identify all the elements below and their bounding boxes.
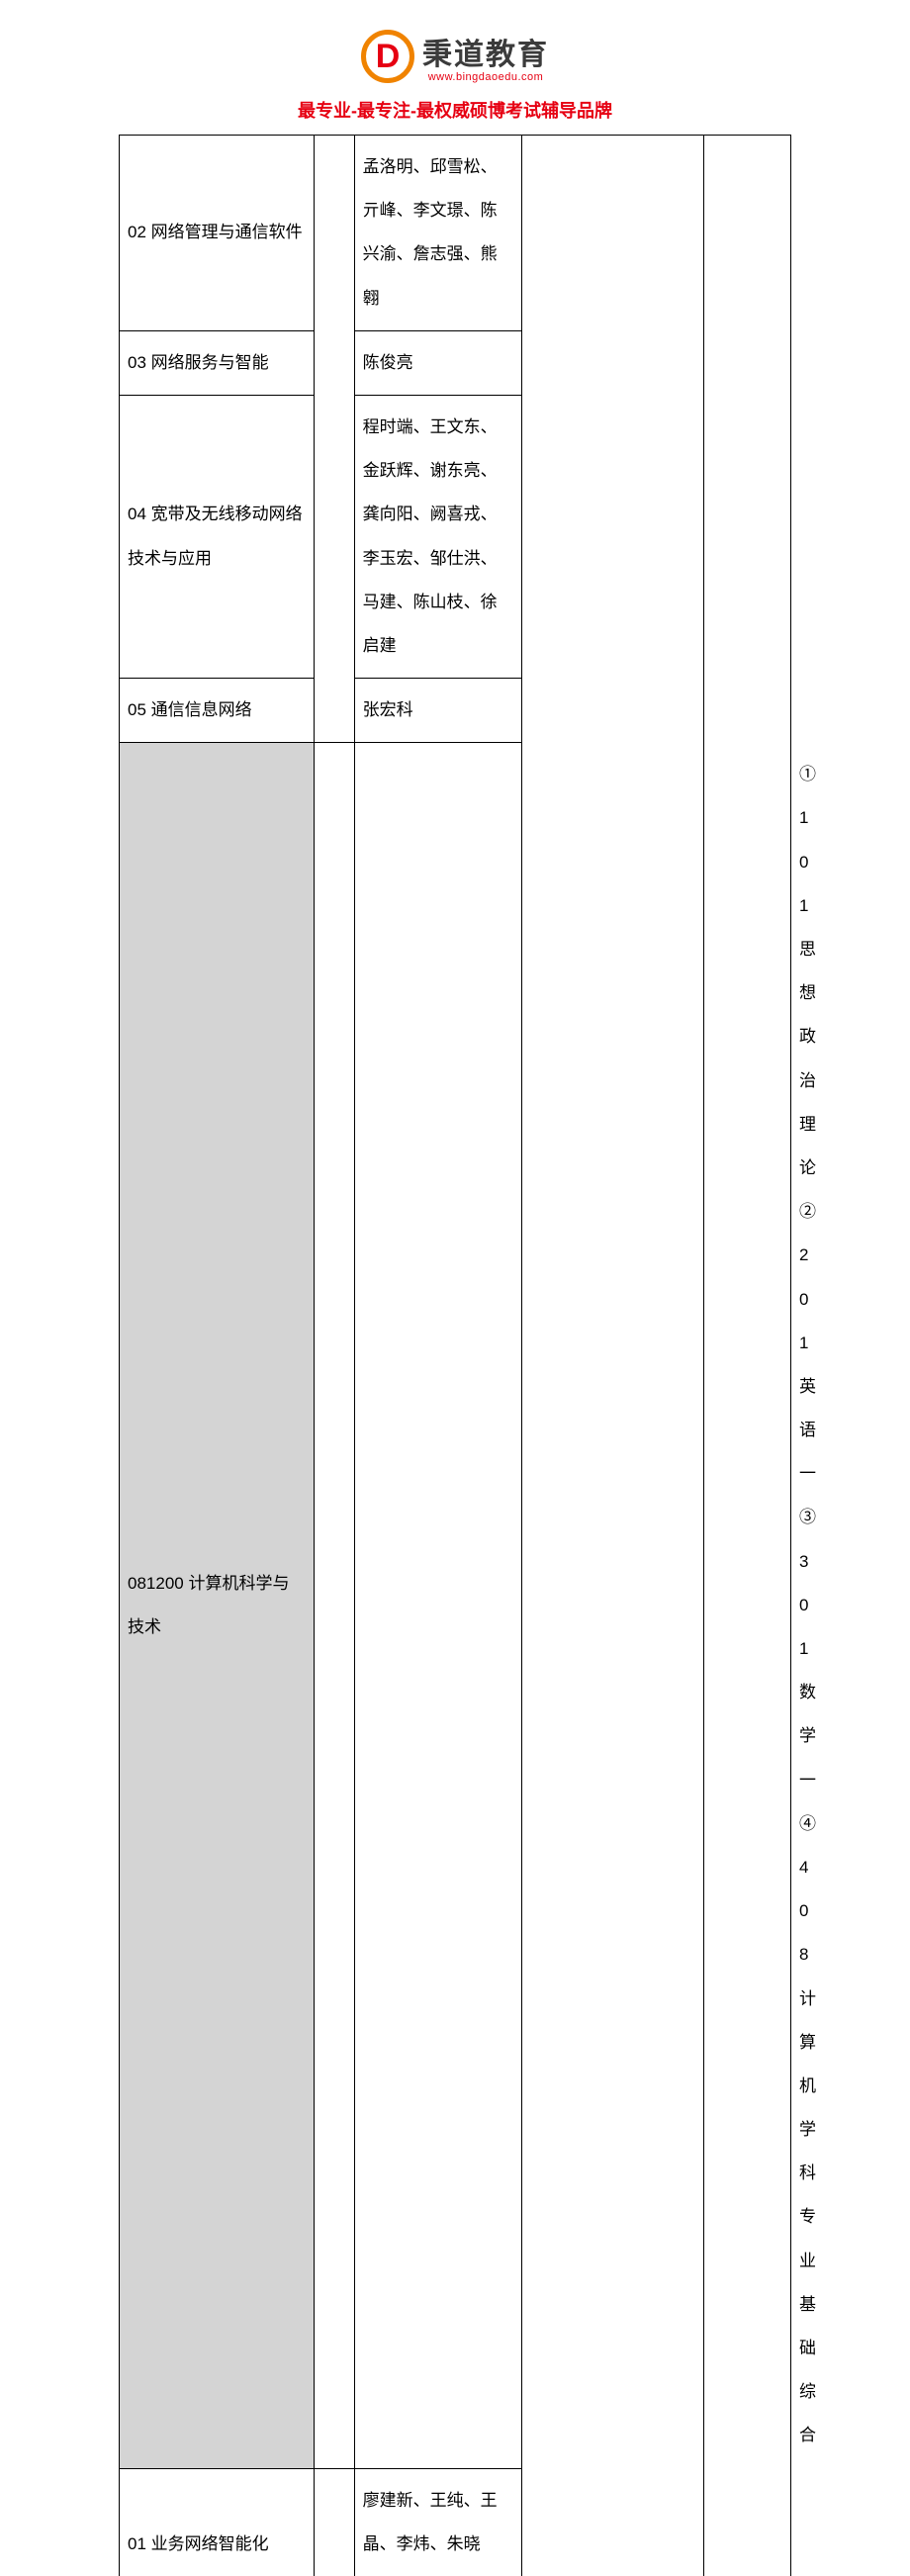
cell-advisors: 孟洛明、邱雪松、亓峰、李文璟、陈兴渝、詹志强、熊翱 — [354, 136, 522, 331]
cell-direction: 02 网络管理与通信软件 — [120, 136, 315, 331]
cell-direction: 05 通信信息网络 — [120, 679, 315, 743]
logo-brand-text: 秉道教育 — [422, 30, 549, 73]
cell-blank-col5 — [703, 136, 790, 2576]
logo-block: D 秉道教育 www.bingdaoedu.com — [119, 30, 791, 83]
logo-letter: D — [376, 40, 401, 73]
cell-major: 081200 计算机科学与技术 — [120, 743, 315, 2468]
cell-advisors — [354, 743, 522, 2468]
cell-advisors: 程时端、王文东、金跃辉、谢东亮、龚向阳、阙喜戎、李玉宏、邹仕洪、马建、陈山枝、徐… — [354, 395, 522, 678]
program-table: 02 网络管理与通信软件 孟洛明、邱雪松、亓峰、李文璟、陈兴渝、詹志强、熊翱 0… — [119, 135, 791, 2576]
cell-blank-col2 — [314, 136, 354, 743]
cell-direction: 03 网络服务与智能 — [120, 330, 315, 395]
cell-blank-col2 — [314, 2468, 354, 2576]
logo-mark: D — [361, 30, 414, 83]
program-table-body: 02 网络管理与通信软件 孟洛明、邱雪松、亓峰、李文璟、陈兴渝、詹志强、熊翱 0… — [120, 136, 791, 2576]
document-page: D 秉道教育 www.bingdaoedu.com 最专业-最专注-最权威硕博考… — [0, 0, 910, 2576]
cell-advisors: 张宏科 — [354, 679, 522, 743]
logo-url-text: www.bingdaoedu.com — [428, 71, 544, 83]
cell-advisors: 廖建新、王纯、王晶、李炜、朱晓民、王玉龙 — [354, 2468, 522, 2576]
cell-advisors: 陈俊亮 — [354, 330, 522, 395]
cell-blank-col2 — [314, 743, 354, 2468]
logo-text-block: 秉道教育 www.bingdaoedu.com — [422, 30, 549, 83]
table-row: 02 网络管理与通信软件 孟洛明、邱雪松、亓峰、李文璟、陈兴渝、詹志强、熊翱 — [120, 136, 791, 331]
cell-exam-subjects — [522, 136, 703, 2576]
cell-direction: 04 宽带及无线移动网络技术与应用 — [120, 395, 315, 678]
cell-direction: 01 业务网络智能化 — [120, 2468, 315, 2576]
tagline: 最专业-最专注-最权威硕博考试辅导品牌 — [119, 97, 791, 123]
